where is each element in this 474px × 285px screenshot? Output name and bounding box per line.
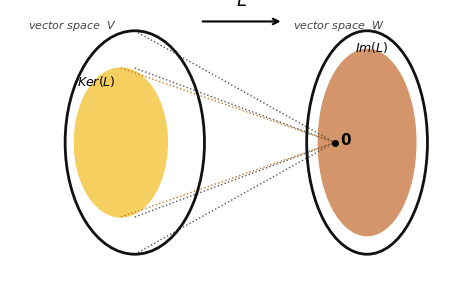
Ellipse shape [318, 49, 416, 236]
Text: vector space  $V$: vector space $V$ [28, 19, 117, 33]
Text: $\mathbf{0}$: $\mathbf{0}$ [340, 132, 352, 148]
Text: vector space  $W$: vector space $W$ [293, 19, 384, 33]
Text: $Im(L)$: $Im(L)$ [356, 40, 389, 54]
Ellipse shape [74, 68, 167, 217]
Text: $L$: $L$ [236, 0, 247, 10]
Text: $Ker(L)$: $Ker(L)$ [77, 74, 116, 89]
